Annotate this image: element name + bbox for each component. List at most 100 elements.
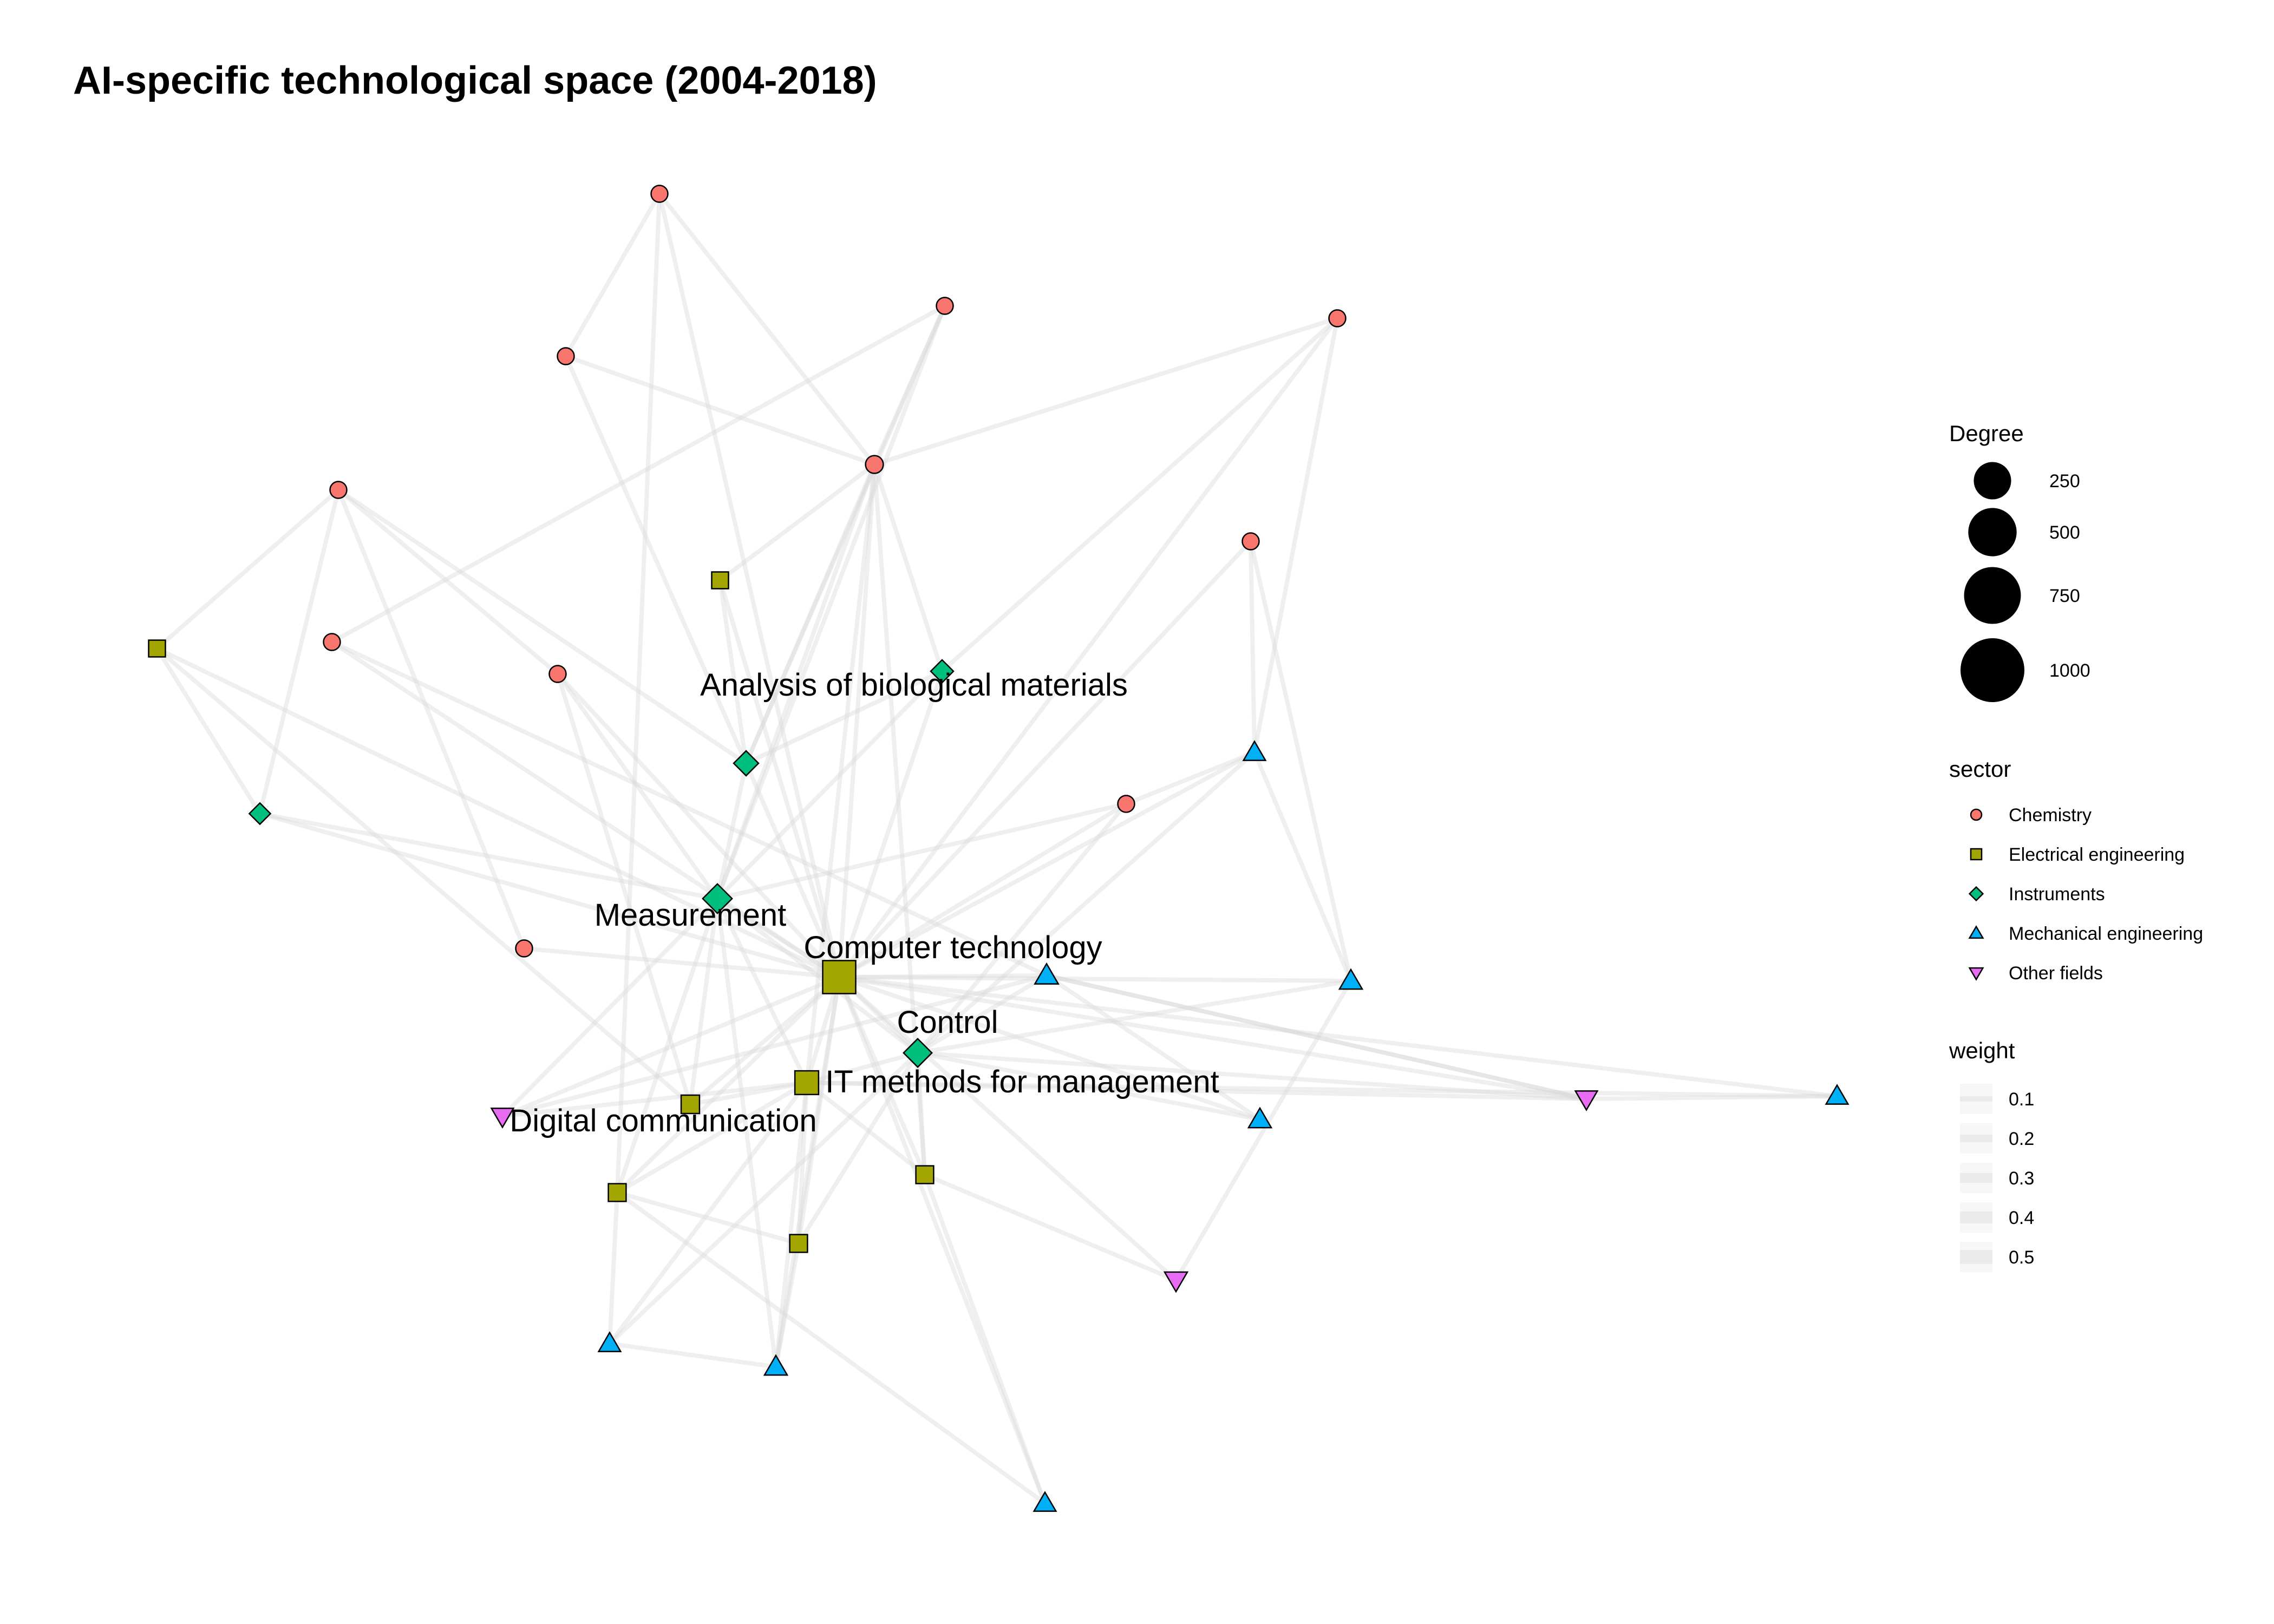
node-m4[interactable] bbox=[1247, 1106, 1273, 1129]
edge-ITM-CTRL bbox=[806, 1051, 919, 1085]
edge-ITM-E5 bbox=[796, 1082, 809, 1244]
legend-sector-label: Mechanical engineering bbox=[2009, 924, 2203, 944]
edge-ITM-MEAS bbox=[715, 898, 809, 1084]
edge-ABM-C2 bbox=[564, 355, 748, 764]
edge-CT-C10 bbox=[524, 946, 840, 979]
edge-MEAS-C11 bbox=[717, 802, 1127, 901]
node-m6[interactable] bbox=[597, 1331, 622, 1352]
node-c1[interactable] bbox=[650, 185, 669, 203]
edge-O1-M2 bbox=[1046, 973, 1587, 1101]
legend-degree-items: 250 500 750 1000 bbox=[1960, 462, 2090, 703]
legend: Degree 250 500 750 1000 sector Chemistry Ele… bbox=[1949, 421, 2203, 1272]
node-m5[interactable] bbox=[1825, 1084, 1850, 1105]
node-c7[interactable] bbox=[1241, 532, 1260, 551]
node-dc[interactable] bbox=[680, 1094, 701, 1115]
node-ct[interactable] bbox=[822, 960, 857, 994]
node-abm[interactable] bbox=[733, 750, 760, 777]
node-m7[interactable] bbox=[763, 1354, 789, 1376]
edge-CT-C5 bbox=[837, 464, 877, 978]
node-c11[interactable] bbox=[1117, 795, 1135, 813]
edge-C11-M1 bbox=[1125, 750, 1256, 806]
legend-sector-label: Chemistry bbox=[2009, 805, 2092, 826]
legend-weight-title: weight bbox=[1949, 1038, 2015, 1063]
node-e5[interactable] bbox=[789, 1234, 808, 1253]
node-e3[interactable] bbox=[607, 1183, 627, 1202]
node-e1[interactable] bbox=[148, 639, 166, 658]
edge-CT-E3 bbox=[616, 975, 841, 1194]
node-label-ct: Computer technology bbox=[803, 930, 1102, 965]
edge-C3-E1 bbox=[155, 488, 340, 651]
edge-CTRL-C11 bbox=[916, 802, 1128, 1055]
edge-CT-M4 bbox=[838, 975, 1261, 1122]
edge-CT-C9 bbox=[556, 672, 841, 979]
edge-C3-C10 bbox=[336, 489, 526, 949]
edge-E3-M8 bbox=[616, 1190, 1047, 1505]
node-e2[interactable] bbox=[711, 571, 729, 590]
edge-ABM-C3 bbox=[337, 488, 748, 765]
edge-ITM-DC bbox=[690, 1081, 807, 1106]
legend-sector-label: Instruments bbox=[2009, 884, 2105, 905]
edge-CT-C1 bbox=[657, 193, 841, 978]
node-c4[interactable] bbox=[936, 297, 954, 315]
legend-square-icon bbox=[1970, 848, 1983, 861]
node-label-itm: IT methods for management bbox=[825, 1064, 1219, 1099]
node-meas[interactable] bbox=[702, 883, 733, 914]
legend-degree-marker bbox=[1960, 638, 2025, 703]
node-e4[interactable] bbox=[915, 1165, 935, 1184]
node-itm[interactable] bbox=[794, 1070, 820, 1096]
node-ctrl[interactable] bbox=[903, 1038, 933, 1068]
edge-CT-M5 bbox=[839, 975, 1838, 1098]
edge-C2-C5 bbox=[565, 354, 875, 467]
node-m8[interactable] bbox=[1033, 1491, 1057, 1512]
edge-ITM-O2 bbox=[502, 1081, 807, 1118]
edge-MEAS-O2 bbox=[501, 897, 719, 1118]
legend-degree-marker bbox=[1974, 462, 2011, 500]
edge-CTRL-E5 bbox=[796, 1051, 920, 1245]
edge-C5-C6 bbox=[873, 316, 1338, 467]
edge-MEAS-M7 bbox=[715, 898, 778, 1367]
node-label-ctrl: Control bbox=[897, 1005, 998, 1040]
node-c5[interactable] bbox=[865, 455, 884, 474]
edge-CTRL-M2 bbox=[916, 973, 1048, 1055]
node-label-dc: Digital communication bbox=[509, 1103, 816, 1138]
node-m3[interactable] bbox=[1338, 968, 1364, 990]
node-i2[interactable] bbox=[930, 659, 955, 684]
node-i3[interactable] bbox=[248, 802, 272, 826]
edge-E5-M7 bbox=[774, 1243, 801, 1367]
node-c8[interactable] bbox=[323, 633, 341, 651]
node-c2[interactable] bbox=[557, 347, 575, 365]
edge-CT-I2 bbox=[837, 670, 944, 978]
node-m2[interactable] bbox=[1034, 962, 1060, 985]
edge-ABM-C5 bbox=[744, 463, 877, 764]
edge-CTRL-M6 bbox=[608, 1051, 919, 1345]
node-c9[interactable] bbox=[548, 665, 567, 683]
edge-CT-M3 bbox=[839, 975, 1351, 983]
edge-C7-M3 bbox=[1249, 541, 1353, 981]
node-c3[interactable] bbox=[329, 481, 348, 499]
edge-ABM-C4 bbox=[744, 305, 947, 764]
edge-E1-DC bbox=[155, 646, 692, 1106]
edge-MEAS-ABM bbox=[715, 763, 748, 899]
page-title: AI-specific technological space (2004-20… bbox=[73, 59, 877, 102]
edge-CTRL-O1 bbox=[917, 1051, 1587, 1101]
node-o2[interactable] bbox=[490, 1108, 515, 1129]
edge-CT-I3 bbox=[259, 811, 840, 979]
node-o3[interactable] bbox=[1163, 1271, 1189, 1293]
edge-CT-C7 bbox=[838, 540, 1252, 979]
node-c6[interactable] bbox=[1328, 309, 1347, 328]
edge-CT-DC bbox=[689, 975, 841, 1106]
legend-weight-items: 0.1 0.2 0.3 0.4 0.5 bbox=[1960, 1084, 2034, 1272]
node-c10[interactable] bbox=[515, 939, 533, 958]
node-o1[interactable] bbox=[1574, 1090, 1599, 1111]
node-m1[interactable] bbox=[1242, 740, 1267, 761]
edge-E3-E5 bbox=[616, 1190, 800, 1246]
edge-C8-M2 bbox=[331, 640, 1048, 978]
edge-M2-O2 bbox=[501, 973, 1048, 1118]
edge-MEAS-I3 bbox=[259, 811, 718, 901]
edge-C7-M1 bbox=[1249, 541, 1257, 753]
legend-degree-label: 750 bbox=[2049, 586, 2080, 606]
legend-weight-label: 0.4 bbox=[2009, 1208, 2034, 1228]
label-layer: Computer technology IT methods for manage… bbox=[509, 667, 1219, 1138]
edge-CT-E4 bbox=[837, 976, 927, 1176]
edge-CT-O3 bbox=[838, 975, 1178, 1282]
